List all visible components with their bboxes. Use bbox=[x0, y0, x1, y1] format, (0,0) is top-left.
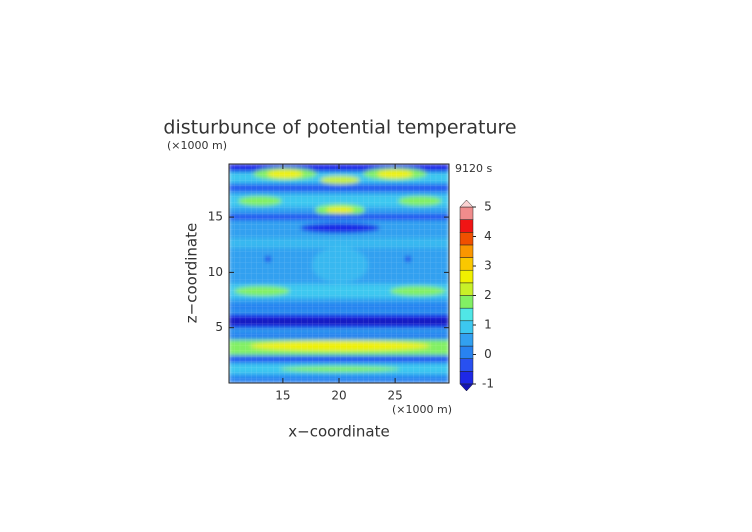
colorbar-min bbox=[459, 383, 474, 392]
x-unit: (×1000 m) bbox=[392, 403, 452, 416]
colorbar-box bbox=[459, 282, 474, 296]
colorbar-label: 3 bbox=[484, 259, 492, 273]
colorbar-label: 1 bbox=[484, 318, 492, 332]
x-axis-label: x−coordinate bbox=[288, 423, 389, 441]
colorbar-box bbox=[459, 219, 474, 233]
y-tick-label: 10 bbox=[208, 265, 223, 279]
colorbar-box bbox=[459, 371, 474, 385]
colorbar-label: 4 bbox=[484, 229, 492, 243]
colorbar-label: 5 bbox=[484, 200, 492, 214]
y-tick-label: 15 bbox=[208, 210, 223, 224]
chart-title: disturbunce of potential temperature bbox=[163, 117, 516, 139]
colorbar-box bbox=[459, 257, 474, 271]
x-tick-label: 25 bbox=[387, 389, 402, 403]
colorbar-max bbox=[459, 199, 474, 208]
colorbar-box bbox=[459, 333, 474, 347]
colorbar-box bbox=[459, 358, 474, 372]
y-tick-label: 5 bbox=[215, 320, 223, 334]
colorbar-box bbox=[459, 244, 474, 258]
contour-field bbox=[229, 164, 449, 383]
colorbar-box bbox=[459, 345, 474, 359]
colorbar-label: 0 bbox=[484, 347, 492, 361]
colorbar-box bbox=[459, 295, 474, 309]
colorbar-box bbox=[459, 232, 474, 246]
colorbar-box bbox=[459, 269, 474, 284]
colorbar-label: 2 bbox=[484, 288, 492, 302]
colorbar-box bbox=[459, 320, 474, 334]
x-tick-label: 15 bbox=[275, 389, 290, 403]
colorbar-label: -1 bbox=[482, 377, 494, 391]
x-tick-label: 20 bbox=[331, 389, 346, 403]
y-axis-label: z−coordinate bbox=[183, 223, 201, 323]
time-label: 9120 s bbox=[455, 162, 492, 175]
y-unit: (×1000 m) bbox=[167, 139, 227, 152]
colorbar-box bbox=[459, 307, 474, 322]
colorbar-box bbox=[459, 206, 474, 220]
